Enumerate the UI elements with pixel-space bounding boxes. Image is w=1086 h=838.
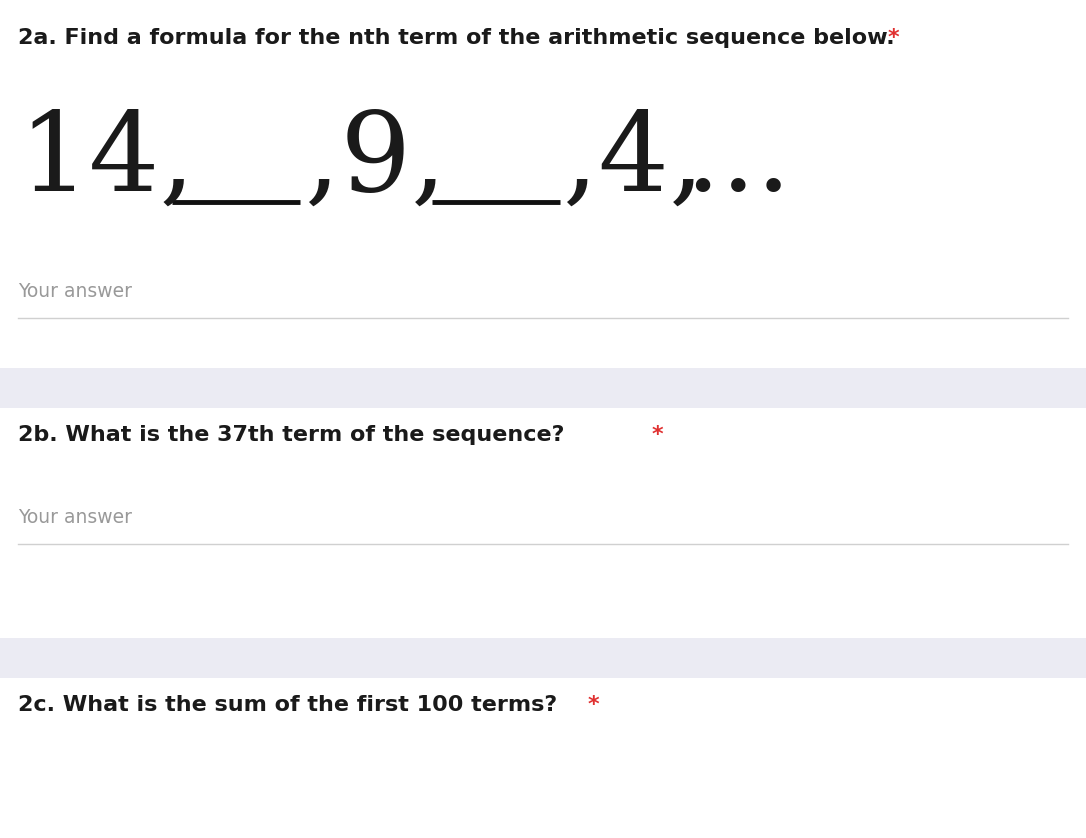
Text: *: * bbox=[652, 425, 664, 445]
Text: ...: ... bbox=[651, 106, 791, 214]
Text: 2c. What is the sum of the first 100 terms?: 2c. What is the sum of the first 100 ter… bbox=[18, 695, 565, 715]
Text: 2a. Find a formula for the nth term of the arithmetic sequence below.: 2a. Find a formula for the nth term of t… bbox=[18, 28, 902, 48]
Bar bbox=[0, 368, 1086, 408]
Text: 14,: 14, bbox=[18, 106, 194, 214]
Text: ,9,: ,9, bbox=[305, 106, 446, 214]
Text: *: * bbox=[588, 695, 599, 715]
Bar bbox=[0, 638, 1086, 678]
Text: *: * bbox=[888, 28, 899, 48]
Text: 2b. What is the 37th term of the sequence?: 2b. What is the 37th term of the sequenc… bbox=[18, 425, 572, 445]
Text: Your answer: Your answer bbox=[18, 508, 132, 527]
Text: ,4,: ,4, bbox=[563, 106, 705, 214]
Text: Your answer: Your answer bbox=[18, 282, 132, 301]
